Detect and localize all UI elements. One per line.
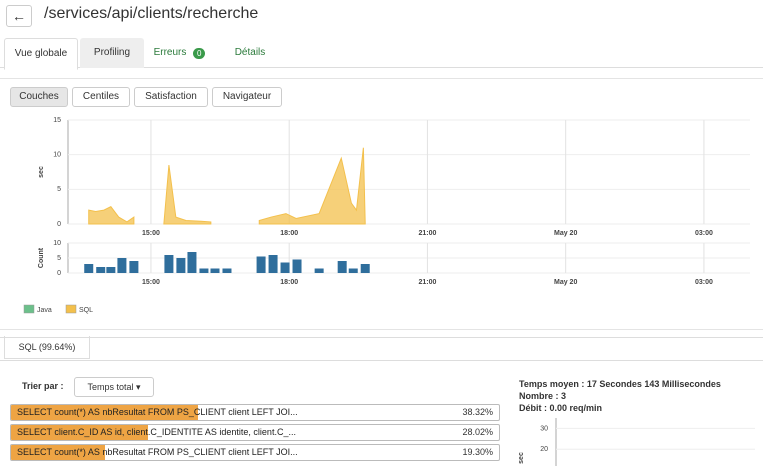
bar (360, 264, 370, 273)
legend-swatch (65, 304, 77, 314)
x-tick-label: 15:00 (142, 230, 160, 237)
y-axis-label: Count (38, 247, 45, 268)
sql-tab[interactable]: SQL (99.64%) (4, 336, 90, 359)
bar (337, 261, 347, 273)
bar (176, 258, 186, 273)
query-text: SELECT count(*) AS nbResultat FROM PS_CL… (17, 447, 298, 457)
y-axis-label: sec (38, 166, 45, 178)
bar (314, 268, 324, 273)
area (88, 206, 135, 225)
x-tick-label: 18:00 (280, 230, 298, 237)
y-tick-label: 15 (53, 117, 61, 124)
bar (106, 267, 116, 273)
y-tick-label: 0 (57, 221, 61, 228)
summary-line: Débit : 0.00 req/min (519, 403, 603, 413)
bar (292, 259, 302, 273)
area (163, 165, 212, 225)
bar (187, 252, 197, 273)
bar (164, 255, 174, 273)
bar (96, 267, 106, 273)
sort-value: Temps total (87, 382, 134, 392)
y-tick-label: 5 (57, 186, 61, 193)
bar (84, 264, 94, 273)
y-tick-label: 10 (53, 152, 61, 159)
x-tick-label: 15:00 (142, 279, 160, 286)
query-row[interactable]: SELECT client.C_ID AS id, client.C_IDENT… (10, 424, 500, 441)
layer-button[interactable]: Centiles (72, 87, 130, 107)
x-tick-label: 03:00 (695, 279, 713, 286)
layer-button[interactable]: Navigateur (212, 87, 282, 107)
legend-label: Java (37, 307, 52, 314)
tab[interactable]: Vue globale (4, 38, 78, 70)
summary-line: Temps moyen : 17 Secondes 143 Millisecon… (519, 379, 721, 389)
divider (0, 360, 763, 361)
y-axis-label: sec (518, 452, 525, 464)
tab[interactable]: Détails (234, 47, 266, 58)
x-tick-label: May 20 (554, 230, 577, 237)
error-badge: 0 (193, 48, 206, 59)
bar (117, 258, 127, 273)
query-percent: 19.30% (462, 447, 493, 457)
bar (280, 262, 290, 273)
sort-label: Trier par : (22, 381, 64, 391)
summary: Temps moyen : 17 Secondes 143 Millisecon… (519, 378, 721, 414)
tab-border (0, 67, 763, 68)
bar (199, 268, 209, 273)
bar (210, 268, 220, 273)
x-tick-label: 03:00 (695, 230, 713, 237)
query-percent: 28.02% (462, 427, 493, 437)
y-tick-label: 5 (57, 255, 61, 262)
area (258, 147, 366, 225)
y-tick-label: 20 (540, 446, 548, 453)
back-button[interactable]: ← (6, 5, 32, 27)
chart-panel (0, 78, 763, 330)
x-tick-label: 21:00 (418, 230, 436, 237)
legend-label: SQL (79, 307, 93, 314)
query-bar (11, 425, 148, 440)
query-text: SELECT count(*) AS nbResultat FROM PS_CL… (17, 407, 298, 417)
x-tick-label: 18:00 (280, 279, 298, 286)
bar (129, 261, 139, 273)
tab[interactable]: Erreurs (153, 47, 187, 58)
bar (268, 255, 278, 273)
y-tick-label: 30 (540, 425, 548, 432)
layer-button[interactable]: Satisfaction (134, 87, 208, 107)
x-tick-label: May 20 (554, 279, 577, 286)
y-tick-label: 0 (57, 270, 61, 277)
page-title: /services/api/clients/recherche (44, 5, 259, 22)
y-tick-label: 10 (53, 240, 61, 247)
query-bar (11, 405, 198, 420)
summary-line: Nombre : 3 (519, 391, 567, 401)
bar (256, 256, 266, 273)
x-tick-label: 21:00 (418, 279, 436, 286)
sort-dropdown[interactable]: Temps total ▾ (74, 377, 154, 397)
tab[interactable]: Profiling (80, 38, 144, 68)
legend-swatch (23, 304, 35, 314)
query-row[interactable]: SELECT count(*) AS nbResultat FROM PS_CL… (10, 404, 500, 421)
bar (348, 268, 358, 273)
query-text: SELECT client.C_ID AS id, client.C_IDENT… (17, 427, 296, 437)
tab-border (0, 337, 763, 338)
layer-button[interactable]: Couches (10, 87, 68, 107)
bar (222, 268, 232, 273)
query-percent: 38.32% (462, 407, 493, 417)
query-row[interactable]: SELECT count(*) AS nbResultat FROM PS_CL… (10, 444, 500, 461)
query-bar (11, 445, 106, 460)
